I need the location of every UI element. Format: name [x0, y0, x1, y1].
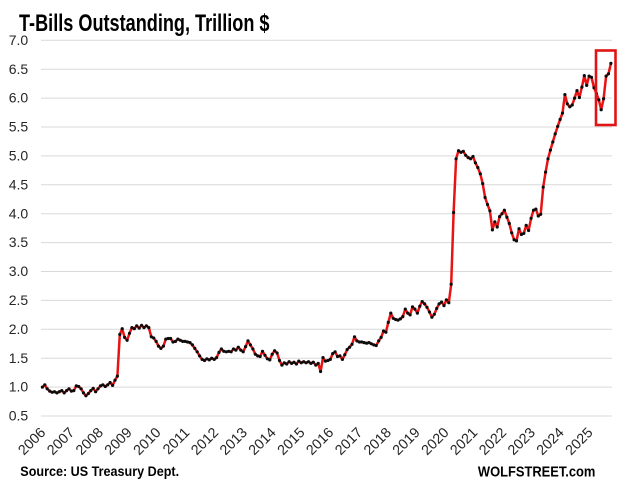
svg-text:5.0: 5.0	[9, 148, 29, 164]
svg-text:2013: 2013	[217, 425, 251, 459]
svg-text:2014: 2014	[246, 425, 280, 459]
svg-text:2.0: 2.0	[9, 321, 29, 337]
svg-text:0.5: 0.5	[9, 408, 29, 424]
svg-text:6.0: 6.0	[9, 90, 29, 106]
svg-text:1.5: 1.5	[9, 350, 29, 366]
svg-text:4.0: 4.0	[9, 205, 29, 221]
svg-text:2019: 2019	[390, 425, 424, 459]
svg-text:2021: 2021	[447, 425, 481, 459]
svg-text:2007: 2007	[44, 425, 78, 459]
svg-text:2025: 2025	[563, 425, 597, 459]
svg-text:2023: 2023	[505, 425, 539, 459]
svg-text:6.5: 6.5	[9, 61, 29, 77]
svg-text:2008: 2008	[73, 425, 107, 459]
svg-text:T-Bills Outstanding, Trillion: T-Bills Outstanding, Trillion $	[19, 10, 270, 37]
svg-text:7.0: 7.0	[9, 32, 29, 48]
svg-text:2018: 2018	[361, 425, 395, 459]
svg-text:2015: 2015	[275, 425, 309, 459]
svg-text:WOLFSTREET.com: WOLFSTREET.com	[478, 464, 596, 481]
svg-text:2009: 2009	[102, 425, 136, 459]
svg-text:5.5: 5.5	[9, 119, 29, 135]
svg-text:2010: 2010	[131, 425, 165, 459]
svg-text:3.5: 3.5	[9, 234, 29, 250]
svg-text:2016: 2016	[303, 425, 337, 459]
svg-text:2012: 2012	[188, 425, 222, 459]
svg-text:2017: 2017	[332, 425, 366, 459]
svg-text:2006: 2006	[15, 425, 49, 459]
svg-text:2020: 2020	[419, 425, 453, 459]
svg-text:Source: US Treasury Dept.: Source: US Treasury Dept.	[20, 463, 179, 479]
svg-text:2011: 2011	[160, 425, 193, 458]
svg-text:2022: 2022	[476, 425, 510, 459]
svg-text:2024: 2024	[534, 425, 568, 459]
svg-text:4.5: 4.5	[9, 176, 29, 192]
svg-text:3.0: 3.0	[9, 263, 29, 279]
svg-text:2.5: 2.5	[9, 292, 29, 308]
svg-text:1.0: 1.0	[9, 379, 29, 395]
